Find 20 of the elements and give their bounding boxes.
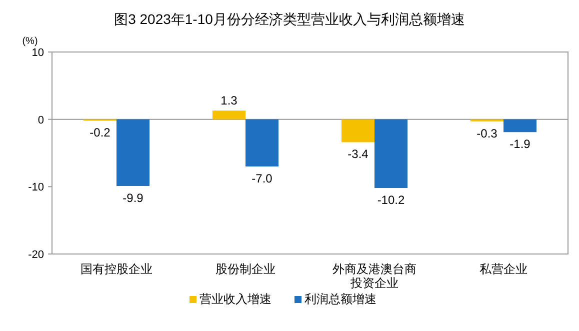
data-label: -1.9 [510, 137, 531, 152]
data-label: -0.3 [476, 126, 498, 140]
x-tick-label: 外商及港澳台商投资企业 [332, 262, 416, 290]
x-tick-label: 私营企业 [480, 262, 528, 276]
chart-title: 图3 2023年1-10月份分经济类型营业收入与利润总额增速 [114, 11, 465, 27]
data-label: -7.0 [252, 171, 273, 186]
legend-label: 利润总额增速 [304, 292, 376, 306]
y-tick-label: -10 [28, 182, 44, 194]
y-tick-label: 0 [38, 114, 44, 126]
data-label: -0.2 [90, 126, 111, 140]
data-label: 1.3 [220, 94, 238, 108]
y-tick-label: -20 [28, 249, 44, 261]
data-label: -3.4 [348, 147, 369, 162]
y-axis-title: (%) [22, 36, 38, 47]
x-tick-label: 国有控股企业 [80, 262, 152, 276]
data-label: -10.2 [377, 193, 405, 208]
y-tick-label: 10 [32, 47, 44, 59]
data-label: -9.9 [122, 190, 144, 205]
legend-label: 营业收入增速 [200, 292, 272, 306]
x-tick-label: 股份制企业 [216, 262, 276, 276]
